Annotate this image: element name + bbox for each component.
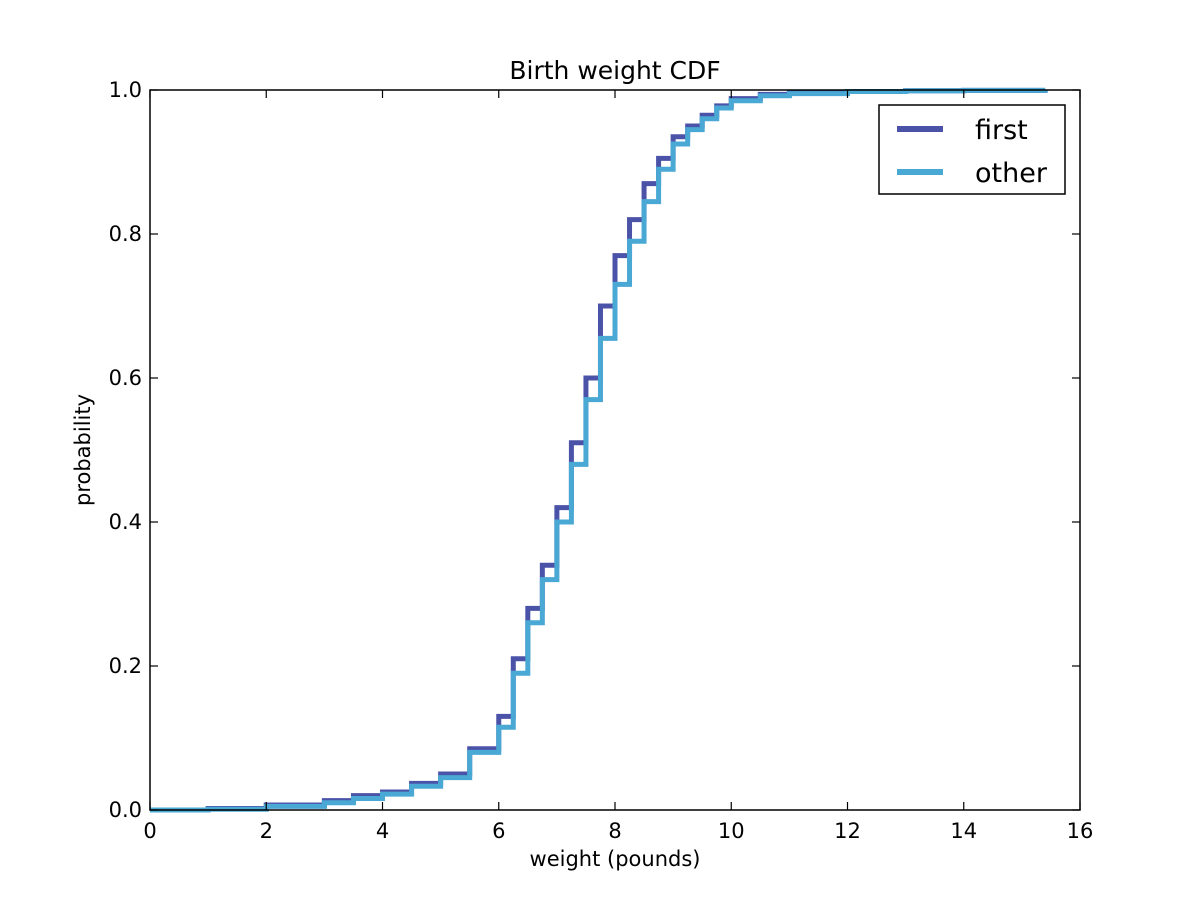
y-tick-label: 0.4: [109, 510, 142, 534]
x-tick-label: 8: [608, 819, 621, 843]
x-tick-label: 12: [834, 819, 861, 843]
series-line-other: [150, 87, 1048, 813]
legend: first other: [878, 104, 1066, 195]
series-layer: [150, 87, 1048, 813]
y-tick-label: 0.6: [109, 366, 142, 390]
legend-label-first: first: [975, 115, 1028, 146]
y-axis-label: probability: [71, 394, 95, 506]
y-tick-label: 0.8: [109, 222, 142, 246]
x-tick-label: 14: [950, 819, 977, 843]
x-tick-label: 4: [376, 819, 389, 843]
x-tick-label: 6: [492, 819, 505, 843]
plot-frame: [149, 89, 1081, 811]
series-line-first: [150, 87, 1048, 813]
y-tick-label: 0.2: [109, 654, 142, 678]
x-tick-label: 0: [143, 819, 156, 843]
legend-label-other: other: [975, 158, 1048, 189]
chart-title: Birth weight CDF: [509, 56, 720, 85]
legend-box: [878, 104, 1066, 195]
ticks-layer: 0 2 4 6 8 10 12 14 16 0.0 0.2 0.4 0.6 0.8 1.0: [109, 78, 1094, 843]
x-tick-label: 2: [260, 819, 273, 843]
x-axis-label: weight (pounds): [530, 847, 701, 871]
y-tick-label: 0.0: [109, 798, 142, 822]
x-tick-label: 10: [718, 819, 745, 843]
y-tick-label: 1.0: [109, 78, 142, 102]
x-tick-label: 16: [1067, 819, 1094, 843]
